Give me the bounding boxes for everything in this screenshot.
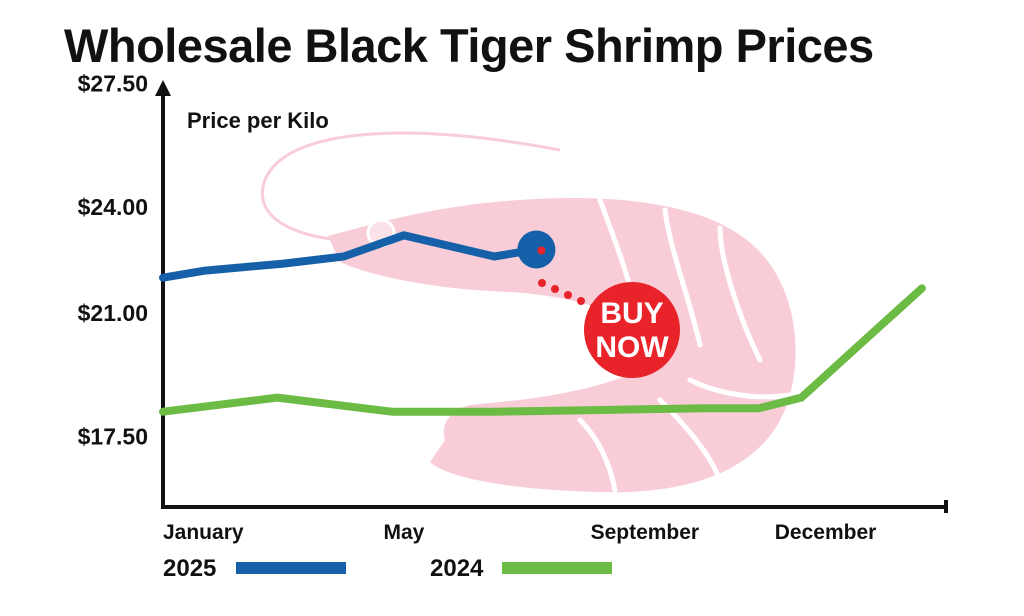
callout-dot-2 xyxy=(551,285,559,293)
chart-title: Wholesale Black Tiger Shrimp Prices xyxy=(64,19,874,72)
x-tick-label: September xyxy=(591,521,700,544)
shrimp-illustration xyxy=(260,131,796,493)
legend-swatch-2025 xyxy=(236,562,346,574)
legend-label-2024: 2024 xyxy=(430,555,484,582)
series-2025-end-marker xyxy=(517,230,556,269)
y-axis-label: Price per Kilo xyxy=(187,108,329,133)
shrimp-segments xyxy=(577,197,793,493)
x-tick-label: May xyxy=(383,521,424,544)
x-tick-label: December xyxy=(775,521,877,544)
y-axis-arrow xyxy=(155,80,171,96)
buy-now-callout[interactable]: BUY NOW xyxy=(538,279,680,378)
callout-dot-4 xyxy=(577,297,585,305)
shrimp-antenna xyxy=(260,131,561,244)
axes xyxy=(155,80,948,513)
buy-now-badge[interactable] xyxy=(584,282,680,378)
series-line-2025 xyxy=(159,231,541,282)
buy-now-line1: BUY xyxy=(600,297,663,330)
legend-label-2025: 2025 xyxy=(163,555,216,582)
legend-swatch-2024 xyxy=(502,562,612,574)
y-tick-label: $17.50 xyxy=(78,423,148,449)
callout-dot-1 xyxy=(538,279,546,287)
y-tick-labels: $27.50 $24.00 $21.00 $17.50 xyxy=(78,71,148,450)
series-lines xyxy=(159,230,926,416)
series-line-2024 xyxy=(159,284,926,416)
shrimp-body xyxy=(328,197,796,493)
y-tick-label: $27.50 xyxy=(78,71,148,97)
series-2025-end-dot xyxy=(537,246,546,255)
callout-dot-3 xyxy=(564,291,572,299)
x-tick-label: January xyxy=(163,521,244,544)
x-tick-labels: January May September December xyxy=(163,521,876,544)
legend: 2025 2024 xyxy=(163,555,612,582)
y-tick-label: $21.00 xyxy=(78,300,148,326)
buy-now-line2: NOW xyxy=(595,331,669,364)
y-tick-label: $24.00 xyxy=(78,194,148,220)
